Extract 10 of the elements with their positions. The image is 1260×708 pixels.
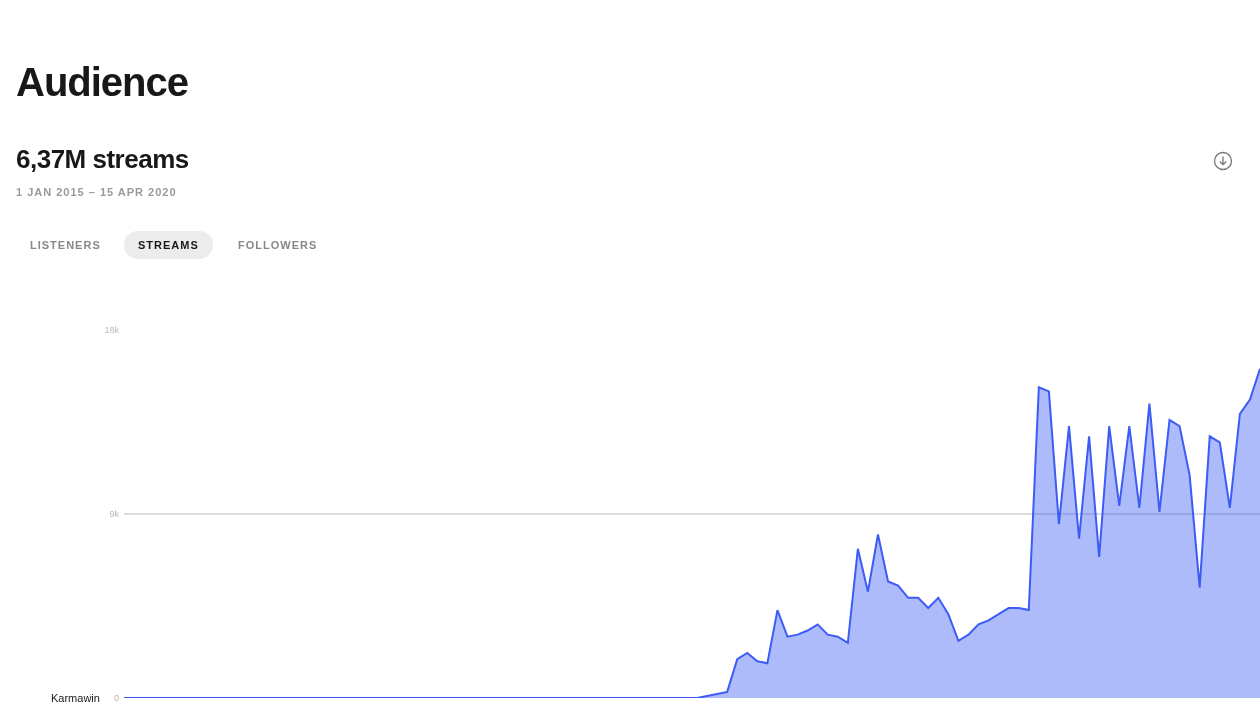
text: STREAMS bbox=[124, 231, 213, 259]
text: 1 JAN 2015 – 15 APR 2020 bbox=[16, 186, 177, 198]
text: Karmawin bbox=[51, 692, 100, 704]
text: FOLLOWERS bbox=[238, 239, 318, 251]
y-tick-label: 9k bbox=[109, 509, 120, 520]
y-tick-label: 18k bbox=[104, 325, 120, 336]
chart-subtitle: 6,37M streams bbox=[16, 144, 189, 175]
text: LISTENERS bbox=[30, 239, 101, 251]
y-tick-label: 0 bbox=[113, 693, 119, 704]
chart-title: Audience bbox=[16, 60, 189, 105]
